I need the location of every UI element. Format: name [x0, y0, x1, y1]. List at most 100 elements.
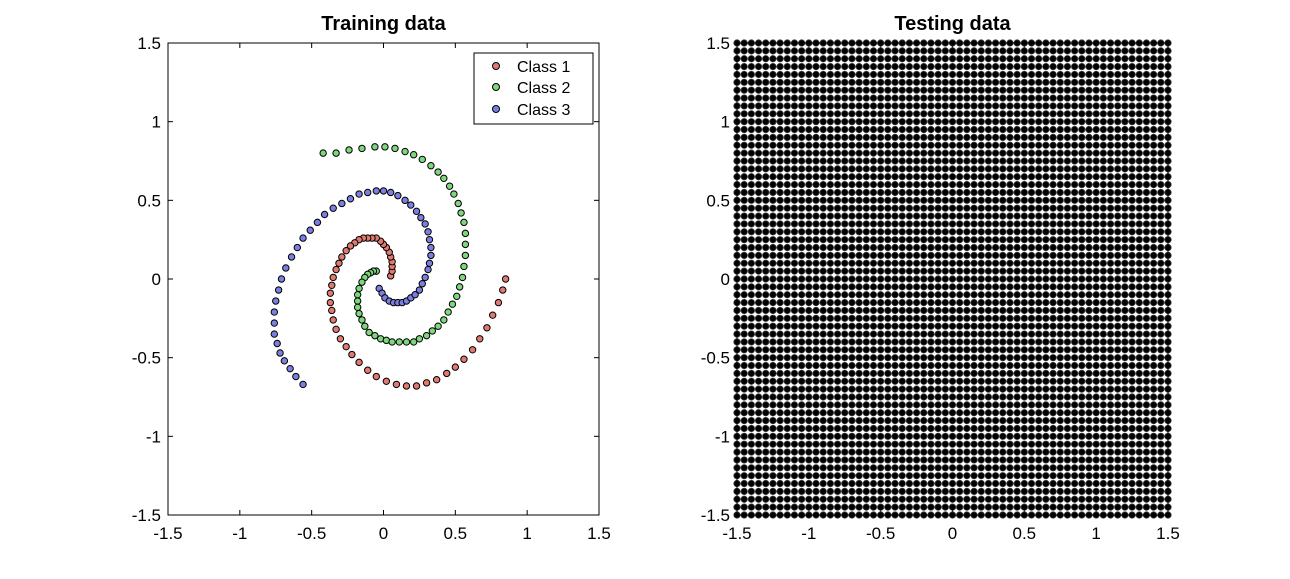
testing-grid-point: [819, 243, 827, 252]
testing-grid-point: [1121, 487, 1129, 495]
testing-grid-point: [977, 283, 985, 291]
testing-grid-point: [783, 409, 791, 417]
testing-grid-point: [1135, 267, 1143, 275]
testing-grid-point: [999, 149, 1007, 157]
testing-grid-point: [1071, 456, 1079, 464]
testing-grid-point: [1142, 346, 1151, 354]
testing-grid-point: [963, 78, 971, 86]
testing-grid-point: [762, 416, 770, 425]
testing-grid-point: [862, 369, 870, 377]
testing-grid-point: [1142, 298, 1151, 307]
testing-grid-point: [805, 86, 813, 94]
testing-grid-point: [1128, 157, 1136, 165]
testing-grid-point: [1042, 314, 1050, 322]
testing-grid-point: [1020, 472, 1028, 480]
testing-grid-point: [805, 338, 813, 346]
testing-grid-point: [920, 110, 928, 118]
testing-grid-point: [905, 291, 914, 299]
testing-grid-point: [862, 495, 870, 503]
testing-grid-point: [948, 338, 957, 346]
testing-grid-point: [776, 306, 784, 315]
testing-grid-point: [1035, 181, 1043, 189]
testing-grid-point: [941, 188, 949, 197]
testing-grid-point: [869, 149, 878, 157]
testing-grid-point: [1085, 283, 1093, 291]
testing-grid-point: [783, 361, 791, 370]
testing-grid-point: [790, 228, 799, 236]
testing-grid-point: [927, 416, 935, 425]
testing-grid-point: [984, 110, 993, 118]
testing-grid-point: [1078, 306, 1086, 315]
testing-grid-point: [1092, 220, 1100, 228]
testing-grid-point: [891, 338, 899, 346]
testing-grid-point: [927, 495, 935, 503]
testing-grid-point: [819, 141, 827, 149]
testing-grid-point: [877, 322, 885, 330]
testing-grid-point: [1078, 377, 1086, 385]
testing-grid-point: [783, 503, 791, 511]
testing-grid-point: [805, 385, 813, 393]
testing-grid-point: [999, 330, 1007, 338]
testing-grid-point: [963, 110, 971, 118]
testing-grid-point: [920, 322, 928, 330]
testing-grid-point: [790, 361, 799, 370]
testing-grid-point: [941, 94, 949, 102]
testing-grid-point: [1099, 212, 1107, 220]
testing-grid-point: [848, 354, 856, 362]
testing-grid-point: [1013, 149, 1021, 157]
testing-grid-point: [991, 181, 1000, 189]
testing-grid-point: [999, 188, 1007, 197]
testing-grid-point: [912, 94, 921, 102]
testing-grid-point: [963, 338, 971, 346]
testing-grid-point: [1006, 70, 1014, 79]
testing-grid-point: [991, 416, 1000, 425]
testing-grid-point: [1128, 94, 1136, 102]
testing-plot-frame: [736, 42, 1169, 516]
testing-grid-point: [1056, 70, 1064, 79]
testing-grid-point: [1013, 291, 1021, 299]
testing-grid-point: [747, 354, 755, 362]
testing-grid-point: [1006, 503, 1014, 511]
testing-grid-point: [1085, 322, 1093, 330]
testing-grid-point: [1106, 236, 1115, 244]
testing-grid-point: [1114, 275, 1122, 283]
testing-grid-point: [1157, 401, 1165, 409]
testing-grid-point: [1013, 472, 1021, 480]
testing-grid-point: [783, 173, 791, 181]
testing-grid-point: [833, 78, 842, 86]
testing-grid-point: [1085, 385, 1093, 393]
testing-grid-point: [905, 78, 914, 86]
testing-grid-point: [1035, 322, 1043, 330]
testing-grid-point: [999, 424, 1007, 433]
testing-grid-point: [999, 125, 1007, 134]
testing-grid-point: [1063, 401, 1072, 409]
testing-grid-point: [884, 377, 892, 385]
testing-grid-point: [1085, 47, 1093, 55]
testing-grid-point: [999, 118, 1007, 126]
testing-grid-point: [833, 456, 842, 464]
testing-grid-point: [877, 181, 885, 189]
testing-grid-point: [740, 464, 748, 472]
testing-grid-point: [1092, 440, 1100, 448]
testing-grid-point: [941, 243, 949, 252]
testing-grid-point: [841, 62, 849, 71]
testing-grid-point: [999, 157, 1007, 165]
testing-grid-point: [833, 330, 842, 338]
testing-grid-point: [927, 62, 935, 71]
testing-grid-point: [877, 424, 885, 433]
testing-grid-point: [1150, 503, 1158, 511]
testing-grid-point: [1049, 149, 1057, 157]
testing-grid-point: [991, 220, 1000, 228]
testing-grid-point: [1135, 298, 1143, 307]
testing-grid-point: [1114, 495, 1122, 503]
testing-grid-point: [1020, 251, 1028, 259]
testing-grid-point: [948, 86, 957, 94]
testing-grid-point: [855, 259, 863, 267]
testing-grid-point: [769, 385, 777, 393]
testing-grid-point: [869, 78, 878, 86]
testing-grid-point: [1114, 110, 1122, 118]
testing-grid-point: [1020, 385, 1028, 393]
testing-grid-point: [920, 228, 928, 236]
testing-grid-point: [1114, 361, 1122, 370]
testing-grid-point: [941, 149, 949, 157]
